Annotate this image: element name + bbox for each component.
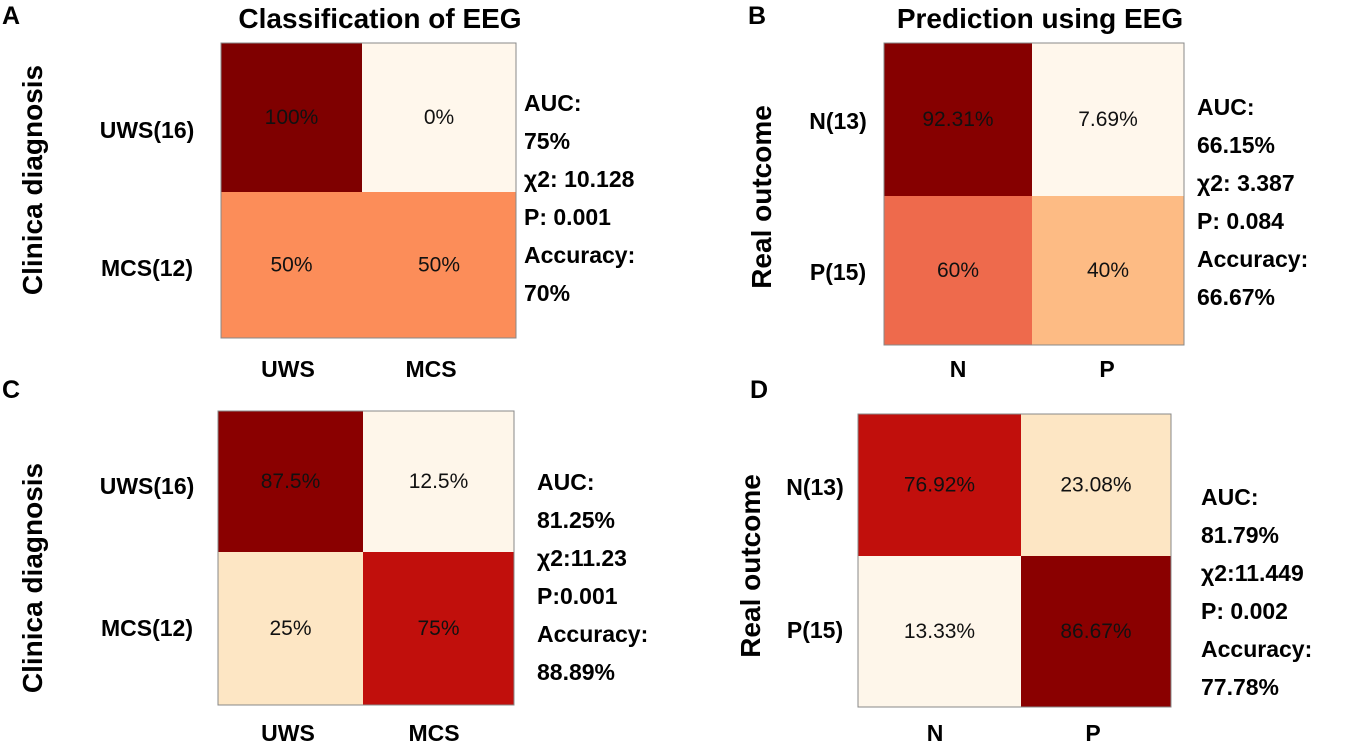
panel-c-letter: C [2, 376, 20, 404]
panel-b-letter: B [748, 2, 766, 30]
panel-d-cell-1-1 [1021, 556, 1171, 707]
panel-b-row-label-0: N(13) [809, 108, 867, 134]
panel-b-cell-0-0 [884, 43, 1032, 196]
panel-a-stat-auc-value: 75% [524, 128, 570, 154]
panel-a-title: Classification of EEG [238, 3, 521, 34]
panel-a: A Classification of EEG Clinica diagnosi… [2, 2, 635, 382]
panel-d-stat-p: P: 0.002 [1201, 598, 1288, 624]
panel-d-stat-accuracy-value: 77.78% [1201, 674, 1279, 700]
panel-d-stat-auc-label: AUC: [1201, 484, 1259, 510]
panel-d-cell-label-1-1: 86.67% [1060, 620, 1131, 643]
panel-c-cell-0-1 [363, 411, 514, 552]
panel-c-row-label-0: UWS(16) [100, 473, 195, 499]
panel-b-cell-1-0 [884, 196, 1032, 345]
panel-b-stat-accuracy-value: 66.67% [1197, 284, 1275, 310]
panel-b-cell-label-1-0: 60% [937, 259, 979, 282]
panel-b-stat-p: P: 0.084 [1197, 208, 1284, 234]
panel-c-cell-1-0 [218, 552, 363, 705]
panel-a-cell-0-1 [362, 43, 516, 192]
panel-b-cells: 92.31% 7.69% 60% 40% [884, 43, 1184, 345]
panel-a-cell-label-0-0: 100% [265, 106, 319, 129]
panel-d-row-label-0: N(13) [786, 474, 844, 500]
panel-c-col-label-0: UWS [261, 720, 315, 746]
panel-a-stat-accuracy-value: 70% [524, 280, 570, 306]
panel-a-letter: A [2, 2, 20, 30]
panel-d-cell-label-0-0: 76.92% [904, 474, 975, 497]
panel-d-col-label-1: P [1085, 720, 1100, 746]
panel-b: B Prediction using EEG Real outcome N(13… [746, 2, 1308, 382]
panel-d-cell-label-0-1: 23.08% [1060, 474, 1131, 497]
panel-a-cells: 100% 0% 50% 50% [221, 43, 516, 338]
panel-d-ylabel: Real outcome [735, 474, 766, 658]
panel-b-cell-label-0-1: 7.69% [1078, 108, 1138, 131]
panel-a-row-label-1: MCS(12) [101, 255, 193, 281]
panel-a-stat-auc-label: AUC: [524, 90, 582, 116]
panel-b-stat-auc-label: AUC: [1197, 94, 1255, 120]
panel-a-cell-0-0 [221, 43, 362, 192]
panel-c-cell-1-1 [363, 552, 514, 705]
panel-b-row-label-1: P(15) [810, 259, 866, 285]
panel-c-cells: 87.5% 12.5% 25% 75% [218, 411, 514, 705]
panel-c-cell-0-0 [218, 411, 363, 552]
panel-d-stat-chi2: χ2:11.449 [1201, 560, 1304, 586]
panel-d-cell-label-1-0: 13.33% [904, 620, 975, 643]
panel-c-ylabel: Clinica diagnosis [17, 463, 48, 693]
panel-c-cell-label-1-0: 25% [269, 617, 311, 640]
panel-d-cell-0-1 [1021, 414, 1171, 556]
panel-c-stat-accuracy-label: Accuracy: [537, 621, 648, 647]
panel-b-stat-auc-value: 66.15% [1197, 132, 1275, 158]
panel-a-col-label-0: UWS [261, 356, 315, 382]
panel-d-frame [857, 413, 1172, 708]
panel-a-cell-1-1 [362, 192, 516, 338]
panel-a-col-label-1: MCS [405, 356, 456, 382]
panel-c: C Clinica diagnosis UWS(16) MCS(12) 87.5… [2, 376, 648, 746]
panel-a-stat-accuracy-label: Accuracy: [524, 242, 635, 268]
panel-a-row-label-0: UWS(16) [100, 117, 195, 143]
panel-a-cell-1-0 [221, 192, 362, 338]
panel-c-stat-auc-label: AUC: [537, 469, 595, 495]
panel-c-row-label-1: MCS(12) [101, 615, 193, 641]
panel-b-col-label-0: N [950, 356, 967, 382]
panel-a-stat-chi2: χ2: 10.128 [524, 166, 635, 192]
panel-b-stat-chi2: χ2: 3.387 [1197, 170, 1295, 196]
panel-c-stat-accuracy-value: 88.89% [537, 659, 615, 685]
panel-a-frame [220, 42, 517, 339]
panel-a-cell-label-1-1: 50% [418, 254, 460, 277]
panel-d-row-label-1: P(15) [787, 617, 843, 643]
panel-c-stat-auc-value: 81.25% [537, 507, 615, 533]
panel-a-cell-label-1-0: 50% [270, 254, 312, 277]
panel-d-stat-accuracy-label: Accuracy: [1201, 636, 1312, 662]
panel-d-cell-1-0 [858, 556, 1021, 707]
panel-b-cell-label-0-0: 92.31% [922, 108, 993, 131]
panel-c-stat-chi2: χ2:11.23 [537, 545, 627, 571]
panel-b-title: Prediction using EEG [897, 3, 1183, 34]
panel-b-ylabel: Real outcome [746, 105, 777, 289]
panel-c-cell-label-0-1: 12.5% [409, 470, 469, 493]
panel-d-cell-0-0 [858, 414, 1021, 556]
panel-d-col-label-0: N [927, 720, 944, 746]
panel-c-cell-label-1-1: 75% [417, 617, 459, 640]
panel-c-col-label-1: MCS [408, 720, 459, 746]
panel-d-letter: D [750, 376, 768, 404]
panel-b-cell-label-1-1: 40% [1087, 259, 1129, 282]
panel-a-cell-label-0-1: 0% [424, 106, 454, 129]
panel-d-stat-auc-value: 81.79% [1201, 522, 1279, 548]
panel-b-cell-0-1 [1032, 43, 1184, 196]
panel-c-stat-p: P:0.001 [537, 583, 618, 609]
panel-c-cell-label-0-0: 87.5% [261, 470, 321, 493]
panel-b-cell-1-1 [1032, 196, 1184, 345]
panel-d-cells: 76.92% 23.08% 13.33% 86.67% [858, 414, 1171, 707]
panel-b-col-label-1: P [1099, 356, 1114, 382]
panel-b-frame [883, 42, 1185, 346]
panel-c-frame [217, 410, 515, 706]
panel-a-ylabel: Clinica diagnosis [17, 65, 48, 295]
panel-d: D Real outcome N(13) P(15) 76.92% 23.08% 1… [735, 376, 1312, 746]
panel-b-stat-accuracy-label: Accuracy: [1197, 246, 1308, 272]
panel-a-stat-p: P: 0.001 [524, 204, 611, 230]
